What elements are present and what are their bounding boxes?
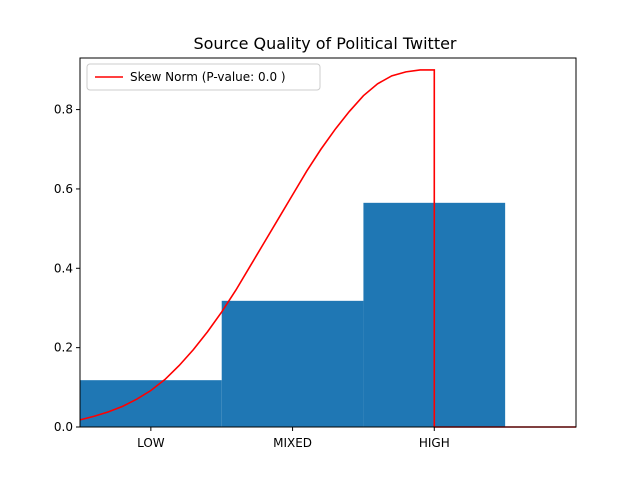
y-axis: 0.0 0.2 0.4 0.6 0.8 [54, 103, 80, 434]
bar-mixed [221, 300, 364, 427]
y-tick-label-0: 0.0 [54, 420, 73, 434]
x-tick-label-mixed: MIXED [273, 436, 312, 450]
fit-curve-line [79, 69, 576, 428]
bar-low [80, 380, 222, 427]
x-axis: LOW MIXED HIGH [137, 427, 450, 450]
chart-title: Source Quality of Political Twitter [193, 34, 456, 53]
legend: Skew Norm (P-value: 0.0 ) [86, 63, 321, 91]
legend-frame [86, 63, 321, 91]
legend-label: Skew Norm (P-value: 0.0 ) [130, 70, 286, 84]
y-tick-label-1: 0.2 [54, 341, 73, 355]
x-tick-label-high: HIGH [419, 436, 450, 450]
plot-frame [79, 57, 577, 428]
x-tick-label-low: LOW [137, 436, 165, 450]
y-tick-label-2: 0.4 [54, 261, 73, 275]
bars-group [80, 202, 506, 427]
y-tick-label-4: 0.8 [54, 103, 73, 117]
fit-curve-group [79, 69, 576, 428]
y-tick-label-3: 0.6 [54, 182, 73, 196]
